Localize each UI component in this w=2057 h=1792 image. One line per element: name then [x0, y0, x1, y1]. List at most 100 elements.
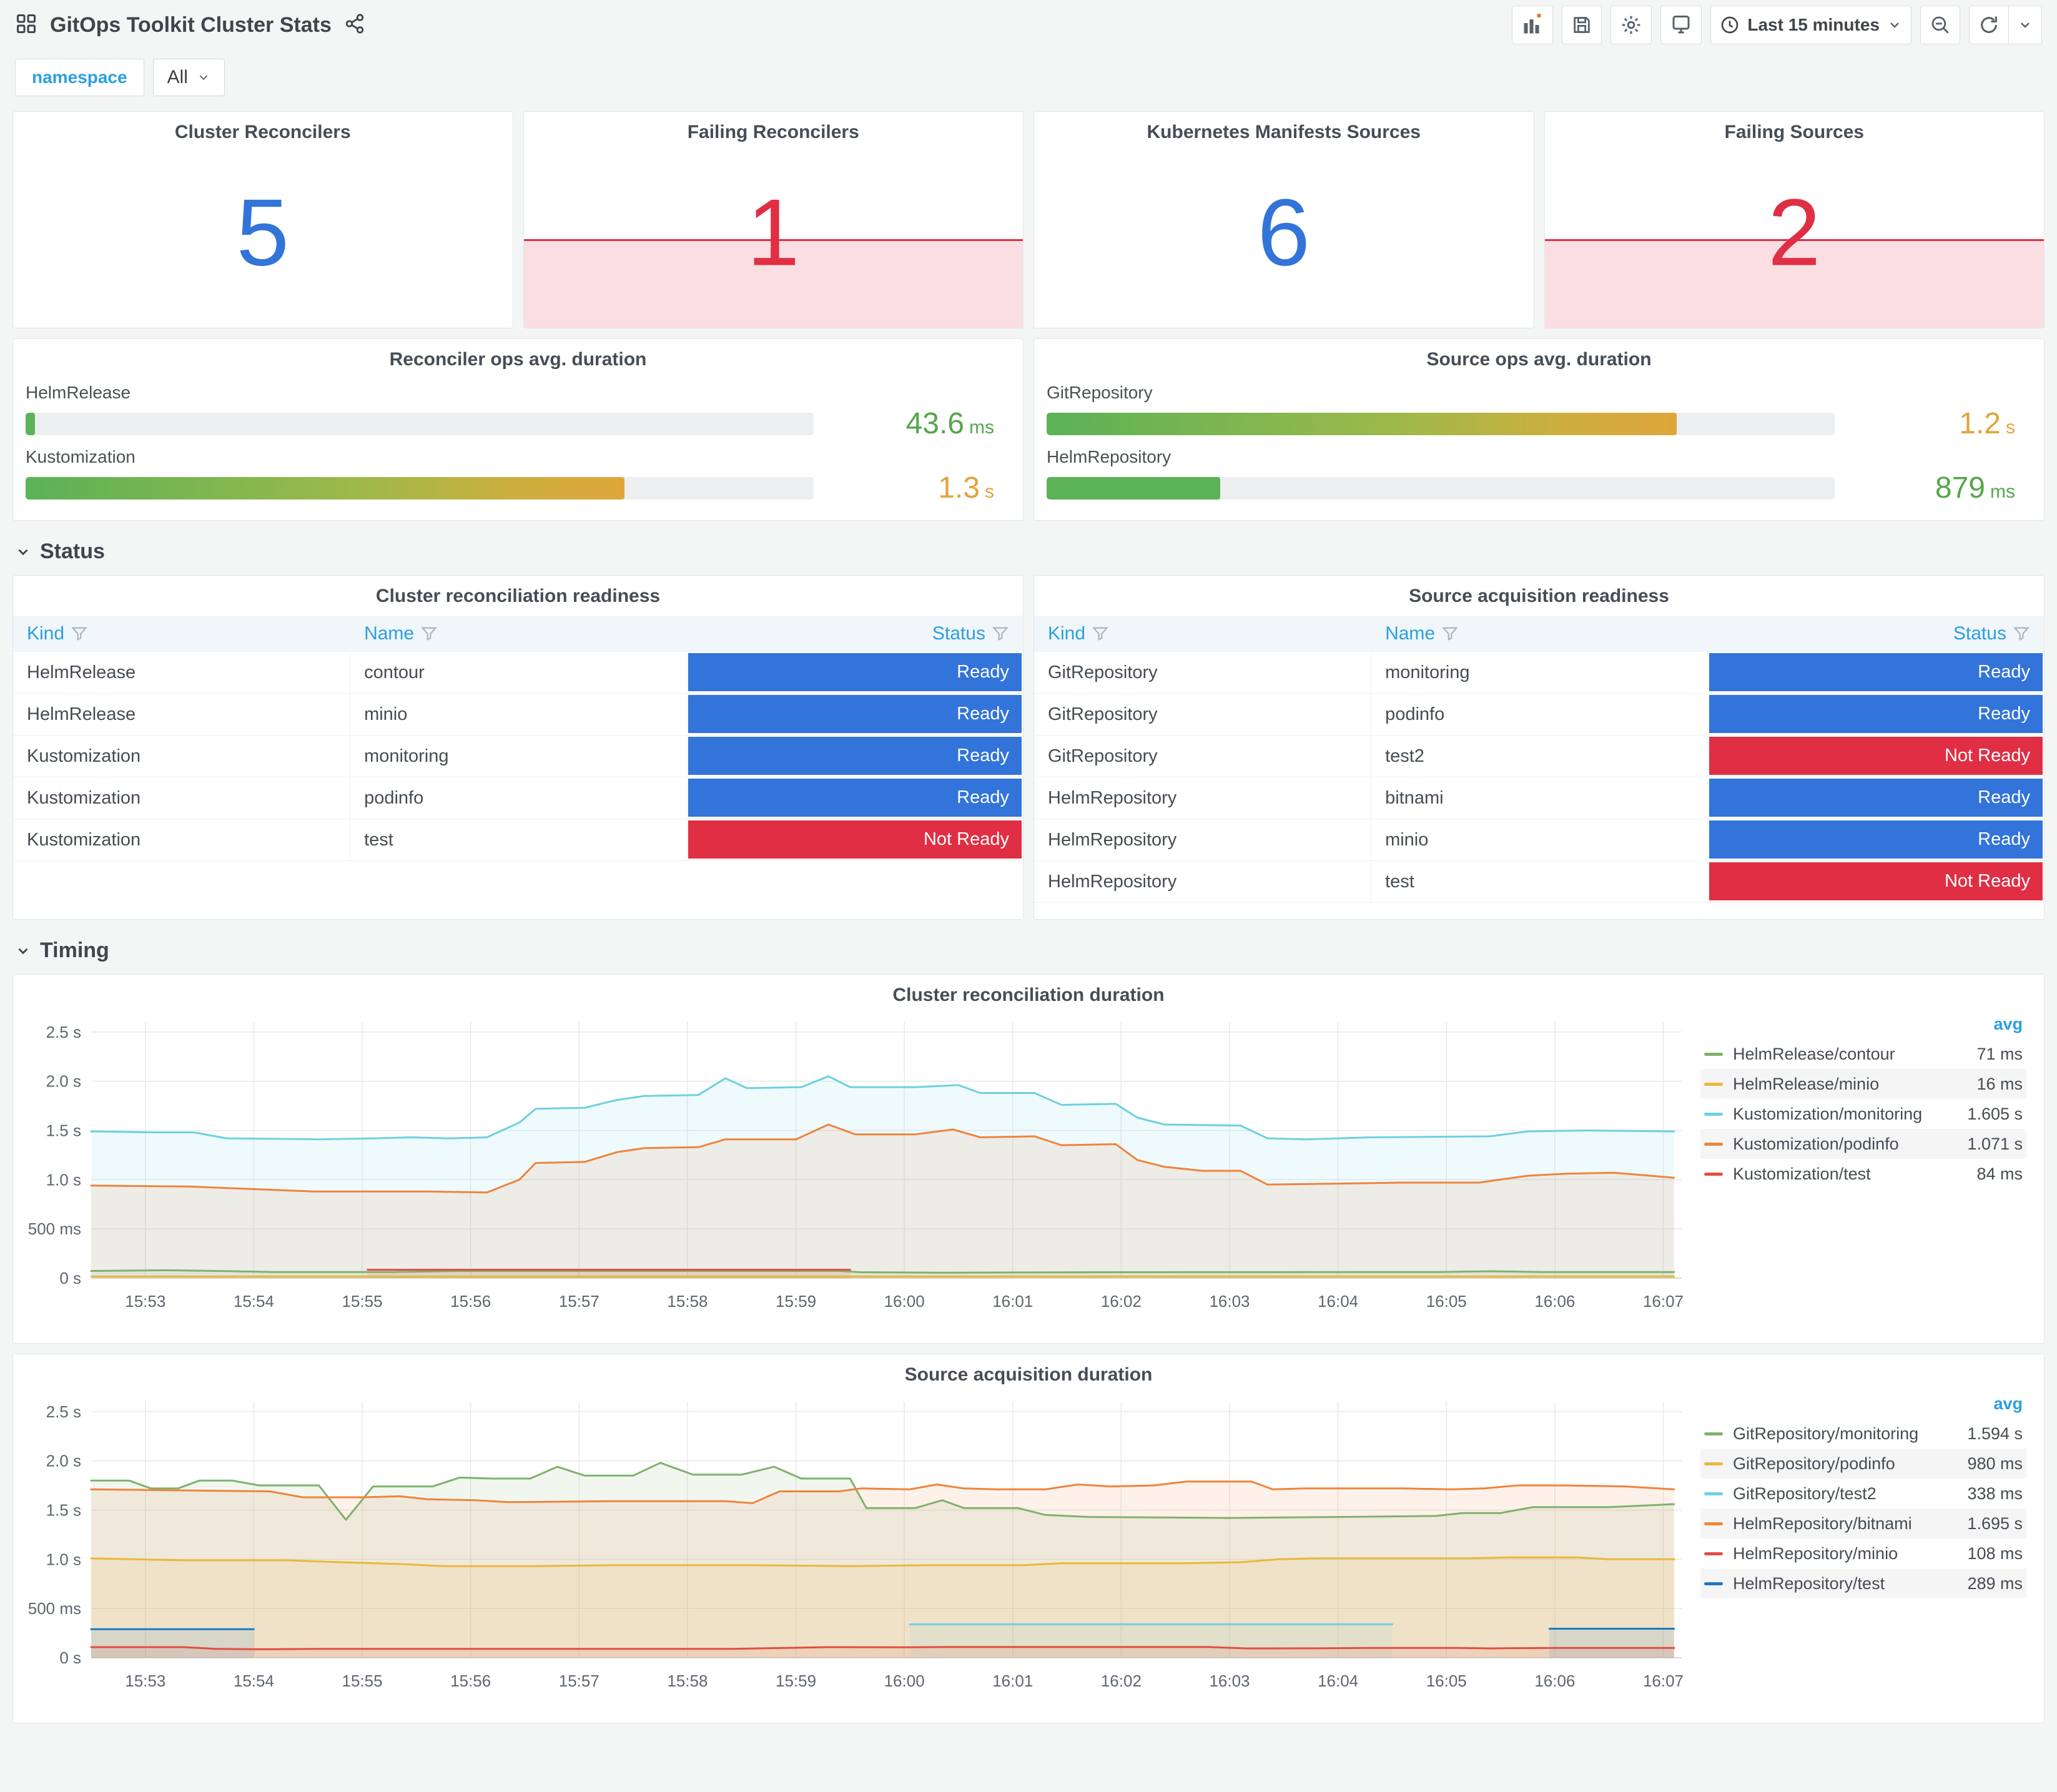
gauge-value: 879 ms — [1835, 471, 2038, 505]
refresh-interval-dropdown[interactable] — [2009, 6, 2042, 44]
dashboard-settings-button[interactable] — [1611, 6, 1652, 44]
cell-kind: GitRepository — [1034, 652, 1372, 693]
filter-funnel-icon[interactable] — [420, 625, 438, 642]
filter-funnel-icon[interactable] — [992, 625, 1009, 642]
legend-series-name: HelmRepository/minio — [1733, 1543, 1898, 1563]
gauge-track — [1047, 412, 1835, 435]
svg-text:15:58: 15:58 — [667, 1292, 708, 1311]
dashboard-grid-icon[interactable] — [15, 12, 37, 38]
svg-text:15:56: 15:56 — [450, 1671, 491, 1690]
cell-kind: HelmRepository — [1034, 777, 1372, 819]
filter-funnel-icon[interactable] — [1441, 625, 1459, 642]
stat-panel-title: Failing Sources — [1724, 122, 1864, 142]
chevron-down-icon — [18, 549, 28, 555]
svg-text:1.0 s: 1.0 s — [46, 1170, 81, 1189]
legend-series-name: GitRepository/test2 — [1733, 1484, 1877, 1503]
alert-fill-area — [523, 239, 1023, 328]
filter-funnel-icon[interactable] — [1092, 625, 1109, 642]
gauge-value-number: 879 — [1935, 471, 1985, 505]
timing-section-toggle[interactable]: Timing — [12, 920, 2045, 974]
cell-status: Ready — [1708, 652, 2044, 693]
legend-item-gitrepository-podinfo[interactable]: GitRepository/podinfo 980 ms — [1700, 1449, 2026, 1479]
gauge-value-unit: ms — [1990, 481, 2015, 502]
legend-series-name: Kustomization/monitoring — [1733, 1104, 1923, 1123]
page-title[interactable]: GitOps Toolkit Cluster Stats — [50, 12, 332, 37]
column-header-status[interactable]: Status — [1708, 623, 2044, 644]
legend-item-helmrepository-minio[interactable]: HelmRepository/minio 108 ms — [1700, 1538, 2026, 1568]
chart-legend: avg HelmRelease/contour 71 ms HelmRelease/m… — [1694, 1011, 2044, 1327]
gauge-line: 1.3 s — [19, 471, 1017, 505]
gauge-line: 879 ms — [1040, 471, 2038, 505]
legend-series-marker — [1704, 1142, 1723, 1146]
legend-avg-header: avg — [1993, 1015, 2023, 1033]
readiness-table: Kind Name Status GitRepository monitoring Rea… — [1034, 616, 2044, 903]
legend-series-marker — [1704, 1462, 1723, 1465]
legend-item-helmrepository-test[interactable]: HelmRepository/test 289 ms — [1700, 1568, 2026, 1598]
legend-item-kustomization-test[interactable]: Kustomization/test 84 ms — [1700, 1159, 2026, 1189]
add-panel-button[interactable] — [1512, 6, 1554, 44]
gauge-fill — [1047, 476, 1220, 500]
legend-series-avg: 108 ms — [1967, 1543, 2023, 1563]
svg-text:16:06: 16:06 — [1534, 1292, 1575, 1311]
legend-item-gitrepository-test2[interactable]: GitRepository/test2 338 ms — [1700, 1479, 2026, 1509]
chart-canvas: 0 s 500 ms 1.0 s 1.5 s 2.0 s 2.5 s 15:53 15:54 1… — [28, 1402, 1684, 1690]
legend-avg-header: avg — [1993, 1394, 2023, 1413]
chart-body: 0 s 500 ms 1.0 s 1.5 s 2.0 s 2.5 s 15:53 15:54 1… — [13, 1011, 2044, 1327]
legend-series-marker — [1704, 1552, 1723, 1555]
svg-text:15:59: 15:59 — [776, 1671, 816, 1690]
svg-text:15:57: 15:57 — [559, 1671, 599, 1690]
legend-item-kustomization-monitoring[interactable]: Kustomization/monitoring 1.605 s — [1700, 1099, 2026, 1129]
legend-item-helmrepository-bitnami[interactable]: HelmRepository/bitnami 1.695 s — [1700, 1509, 2026, 1538]
column-header-status[interactable]: Status — [687, 623, 1023, 644]
column-header-kind[interactable]: Kind — [13, 623, 350, 644]
cell-status: Not Ready — [1708, 861, 2044, 902]
cell-status: Ready — [1708, 819, 2044, 860]
cell-name: monitoring — [350, 736, 687, 777]
legend-series-avg: 1.594 s — [1967, 1424, 2023, 1443]
legend-series-avg: 289 ms — [1967, 1573, 2023, 1593]
gauge-panel-1: Source ops avg. duration GitRepository 1.2… — [1033, 338, 2045, 521]
legend-item-helmrelease-minio[interactable]: HelmRelease/minio 16 ms — [1700, 1069, 2026, 1099]
svg-text:16:00: 16:00 — [884, 1671, 925, 1690]
legend-series-marker — [1704, 1492, 1723, 1495]
gauge-panel-title: Source ops avg. duration — [1426, 349, 1652, 370]
status-badge: Ready — [1709, 820, 2043, 859]
column-header-kind[interactable]: Kind — [1034, 623, 1371, 644]
svg-text:0 s: 0 s — [59, 1648, 81, 1667]
refresh-button[interactable] — [1969, 6, 2009, 44]
cell-status: Ready — [687, 736, 1023, 777]
gauge-track — [26, 412, 814, 435]
svg-text:500 ms: 500 ms — [28, 1599, 81, 1618]
status-section-toggle[interactable]: Status — [12, 521, 2045, 575]
chart-panel-title: Source acquisition duration — [904, 1364, 1153, 1385]
legend-series-avg: 1.695 s — [1967, 1514, 2023, 1533]
gauge-panel-0: Reconciler ops avg. duration HelmRelease 4… — [12, 338, 1024, 521]
svg-text:0 s: 0 s — [59, 1269, 81, 1287]
column-header-name[interactable]: Name — [1371, 623, 1707, 644]
table-panel-title: Source acquisition readiness — [1409, 586, 1669, 606]
filter-funnel-icon[interactable] — [2013, 625, 2030, 642]
legend-item-kustomization-podinfo[interactable]: Kustomization/podinfo 1.071 s — [1700, 1129, 2026, 1159]
legend-series-name: HelmRelease/contour — [1733, 1044, 1895, 1063]
zoom-out-button[interactable] — [1920, 6, 1960, 44]
svg-text:15:56: 15:56 — [450, 1292, 491, 1311]
time-picker-button[interactable]: Last 15 minutes — [1710, 6, 1911, 44]
svg-text:2.5 s: 2.5 s — [46, 1402, 81, 1421]
legend-item-helmrelease-contour[interactable]: HelmRelease/contour 71 ms — [1700, 1039, 2026, 1069]
namespace-variable-dropdown[interactable]: All — [152, 59, 225, 96]
cell-name: contour — [350, 652, 687, 693]
gauge-body: HelmRelease 43.6 ms Kustomization 1.3 s — [13, 375, 1023, 505]
legend-series-avg: 71 ms — [1976, 1044, 2023, 1063]
column-header-label: Status — [1953, 623, 2006, 644]
stat-value: 2 — [1767, 179, 1821, 286]
save-dashboard-button[interactable] — [1562, 6, 1602, 44]
column-header-name[interactable]: Name — [350, 623, 686, 644]
svg-text:16:07: 16:07 — [1643, 1671, 1684, 1690]
gauge-fill — [26, 412, 36, 435]
cell-kind: HelmRepository — [1034, 861, 1372, 902]
dashboard-header: GitOps Toolkit Cluster Stats — [0, 0, 2057, 50]
filter-funnel-icon[interactable] — [71, 625, 88, 642]
legend-item-gitrepository-monitoring[interactable]: GitRepository/monitoring 1.594 s — [1700, 1419, 2026, 1449]
cycle-view-mode-button[interactable] — [1660, 6, 1702, 44]
share-icon[interactable] — [344, 13, 365, 37]
